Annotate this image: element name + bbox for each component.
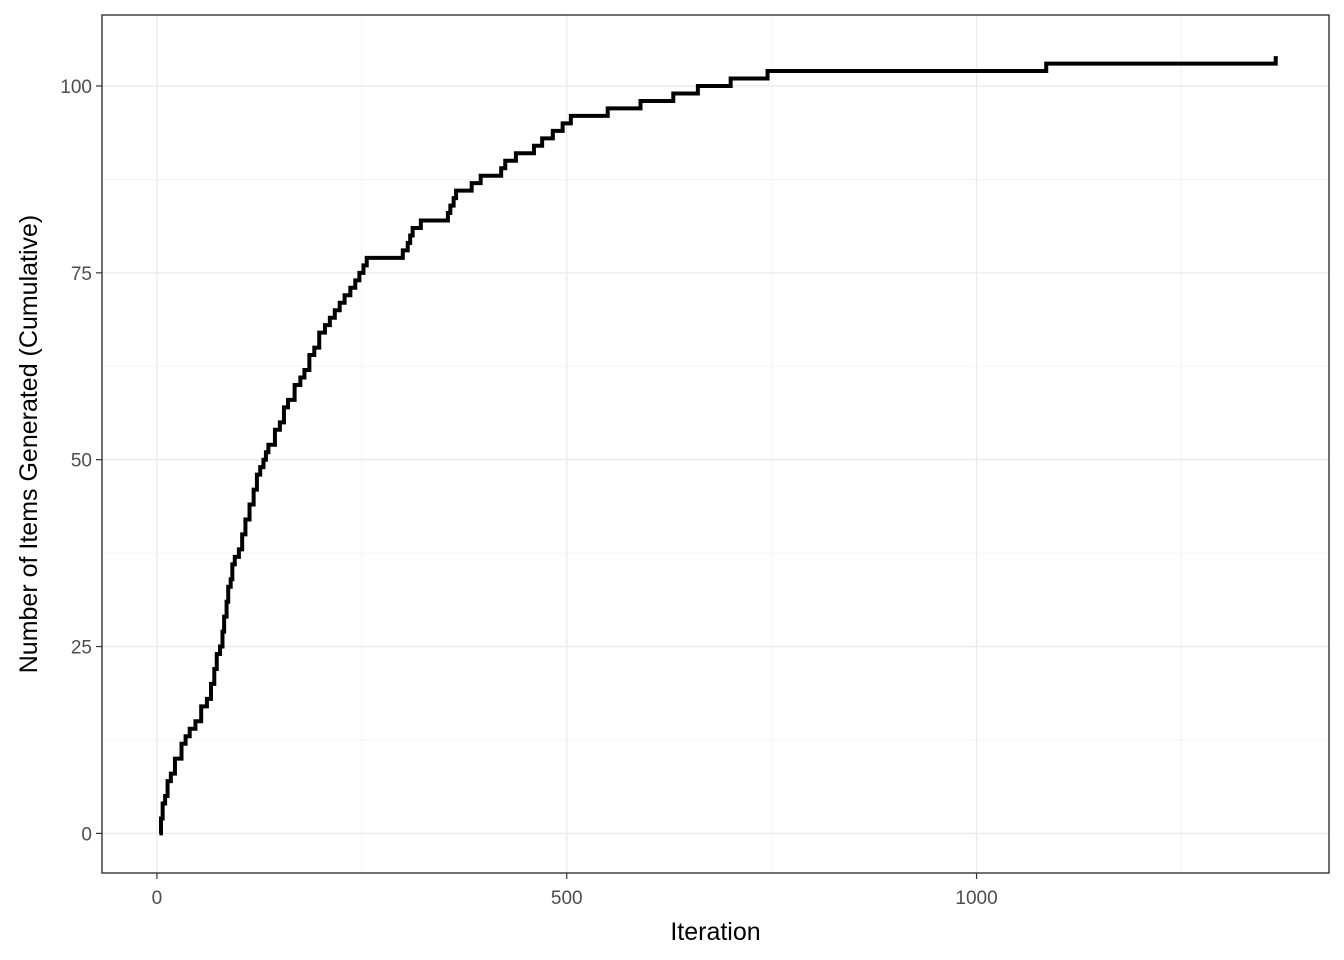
y-tick-label: 50 <box>71 451 92 472</box>
y-axis-ticks: 0 25 50 75 100 <box>60 77 102 845</box>
y-tick-label: 25 <box>71 638 92 659</box>
major-gridlines <box>102 15 1329 873</box>
x-tick-label: 0 <box>152 888 163 909</box>
x-axis-ticks: 0 500 1000 <box>152 873 998 909</box>
series-layer <box>159 56 1278 836</box>
y-axis-title: Number of Items Generated (Cumulative) <box>15 215 43 674</box>
minor-gridlines <box>102 15 1329 873</box>
x-tick-label: 500 <box>551 888 583 909</box>
x-tick-label: 1000 <box>955 888 997 909</box>
y-tick-label: 0 <box>81 824 92 845</box>
cumulative-items-series-line <box>159 56 1278 836</box>
y-tick-label: 75 <box>71 264 92 285</box>
y-tick-label: 100 <box>60 77 92 98</box>
x-axis-title: Iteration <box>670 918 760 946</box>
panel-border <box>101 14 1330 874</box>
